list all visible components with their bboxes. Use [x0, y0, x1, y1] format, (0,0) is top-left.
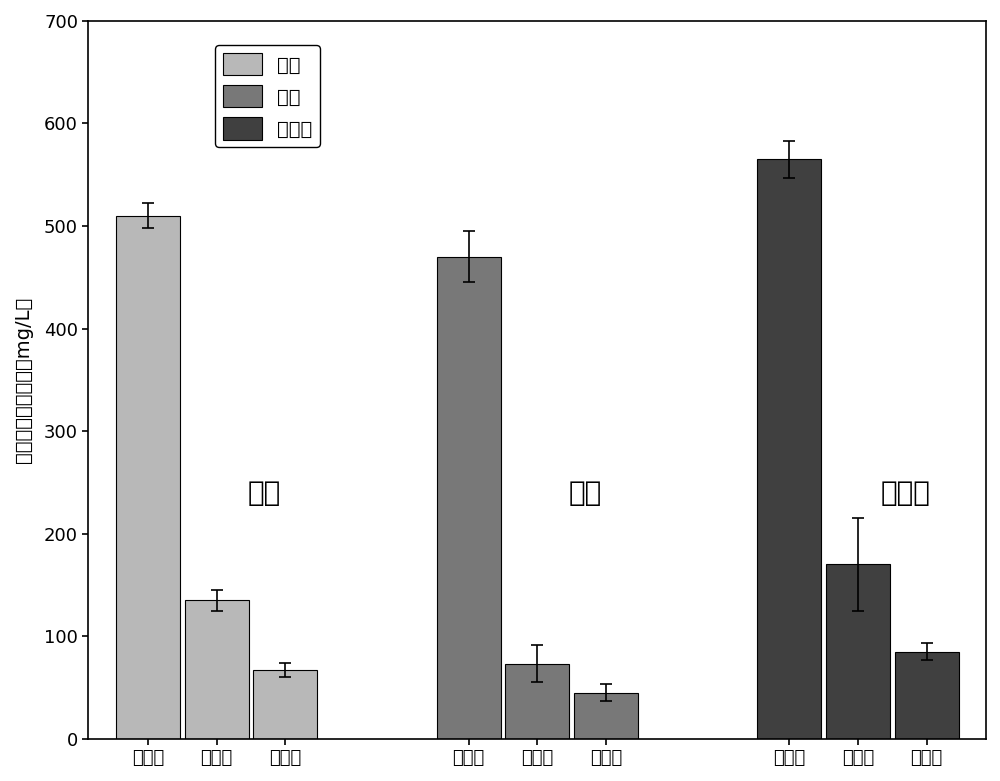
Text: 蛋白质: 蛋白质	[881, 479, 931, 507]
Bar	[253, 670, 317, 739]
Bar	[185, 601, 249, 739]
Bar	[757, 159, 821, 739]
Bar	[437, 257, 501, 739]
Bar	[116, 216, 180, 739]
Legend: 氨氮, 多糖, 蛋白质: 氨氮, 多糖, 蛋白质	[215, 45, 320, 148]
Text: 多糖: 多糖	[569, 479, 602, 507]
Bar	[574, 693, 638, 739]
Bar	[826, 565, 890, 739]
Text: 氨氮: 氨氮	[248, 479, 281, 507]
Bar	[505, 664, 569, 739]
Bar	[895, 651, 959, 739]
Y-axis label: 溶解性有机物含量（mg/L）: 溶解性有机物含量（mg/L）	[14, 297, 33, 463]
